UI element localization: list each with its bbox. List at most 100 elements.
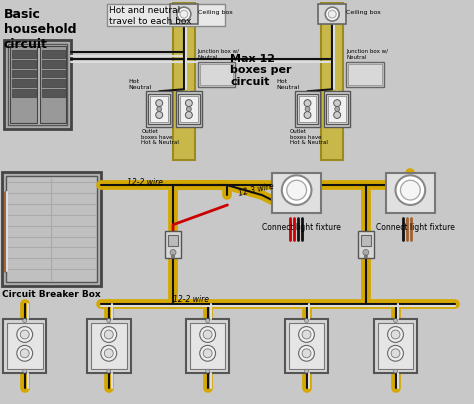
Circle shape — [156, 112, 163, 118]
Circle shape — [203, 349, 212, 358]
FancyBboxPatch shape — [42, 50, 65, 58]
Circle shape — [17, 345, 33, 361]
Text: Hot
Neutral: Hot Neutral — [277, 80, 300, 90]
FancyBboxPatch shape — [12, 69, 36, 78]
FancyBboxPatch shape — [374, 319, 417, 373]
Circle shape — [180, 10, 188, 18]
FancyBboxPatch shape — [91, 323, 127, 369]
Circle shape — [101, 345, 117, 361]
Circle shape — [304, 112, 311, 118]
Circle shape — [388, 345, 403, 361]
Circle shape — [395, 175, 425, 205]
FancyBboxPatch shape — [2, 173, 101, 286]
Circle shape — [388, 326, 403, 343]
FancyBboxPatch shape — [173, 2, 195, 160]
Circle shape — [156, 100, 163, 107]
Circle shape — [325, 7, 339, 21]
Text: Connect light fixture: Connect light fixture — [376, 223, 455, 232]
Text: Circuit Breaker Box: Circuit Breaker Box — [2, 290, 100, 299]
Circle shape — [391, 330, 400, 339]
FancyBboxPatch shape — [272, 173, 321, 213]
FancyBboxPatch shape — [170, 4, 198, 24]
Circle shape — [200, 326, 216, 343]
FancyBboxPatch shape — [146, 91, 172, 127]
FancyBboxPatch shape — [3, 319, 46, 373]
FancyBboxPatch shape — [178, 94, 200, 124]
FancyBboxPatch shape — [107, 4, 226, 26]
Circle shape — [157, 107, 162, 112]
Circle shape — [302, 330, 311, 339]
Text: Ceiling box: Ceiling box — [346, 10, 381, 15]
Circle shape — [299, 326, 314, 343]
FancyBboxPatch shape — [12, 50, 36, 58]
FancyBboxPatch shape — [42, 69, 65, 78]
Circle shape — [203, 330, 212, 339]
FancyBboxPatch shape — [176, 91, 202, 127]
Circle shape — [365, 255, 367, 258]
Text: Outlet
boxes have
Hot & Neutral: Outlet boxes have Hot & Neutral — [290, 129, 328, 145]
Circle shape — [101, 326, 117, 343]
FancyBboxPatch shape — [289, 323, 324, 369]
FancyBboxPatch shape — [361, 235, 371, 246]
FancyBboxPatch shape — [346, 61, 383, 87]
Circle shape — [302, 349, 311, 358]
Circle shape — [391, 349, 400, 358]
Circle shape — [23, 369, 27, 373]
FancyBboxPatch shape — [168, 235, 178, 246]
FancyBboxPatch shape — [328, 96, 346, 122]
Text: Outlet
boxes have
Hot & Neutral: Outlet boxes have Hot & Neutral — [141, 129, 179, 145]
Circle shape — [20, 330, 29, 339]
Circle shape — [328, 10, 336, 18]
Circle shape — [206, 319, 210, 323]
Text: Ceiling box: Ceiling box — [198, 10, 233, 15]
Circle shape — [299, 345, 314, 361]
FancyBboxPatch shape — [6, 176, 97, 282]
Circle shape — [335, 107, 340, 112]
Circle shape — [23, 319, 27, 323]
FancyBboxPatch shape — [348, 63, 382, 85]
Circle shape — [334, 112, 341, 118]
Text: 12-2 wire: 12-2 wire — [127, 178, 163, 187]
FancyBboxPatch shape — [299, 96, 317, 122]
Text: Junction box w/
Neutral: Junction box w/ Neutral — [198, 49, 240, 60]
FancyBboxPatch shape — [190, 323, 226, 369]
Circle shape — [363, 249, 369, 255]
Circle shape — [393, 319, 398, 323]
FancyBboxPatch shape — [8, 44, 67, 125]
FancyBboxPatch shape — [12, 60, 36, 67]
Text: Junction box w/
Neutral: Junction box w/ Neutral — [346, 49, 388, 60]
Circle shape — [170, 249, 176, 255]
Circle shape — [172, 255, 174, 258]
Circle shape — [305, 369, 309, 373]
Circle shape — [177, 7, 191, 21]
Circle shape — [304, 100, 311, 107]
Circle shape — [393, 369, 398, 373]
Text: Connect light fixture: Connect light fixture — [262, 223, 341, 232]
FancyBboxPatch shape — [7, 323, 43, 369]
FancyBboxPatch shape — [150, 96, 168, 122]
FancyBboxPatch shape — [42, 60, 65, 67]
FancyBboxPatch shape — [285, 319, 328, 373]
Circle shape — [206, 369, 210, 373]
Circle shape — [186, 107, 191, 112]
Circle shape — [305, 319, 309, 323]
FancyBboxPatch shape — [42, 80, 65, 87]
FancyBboxPatch shape — [386, 173, 435, 213]
Circle shape — [107, 369, 111, 373]
FancyBboxPatch shape — [297, 94, 319, 124]
FancyBboxPatch shape — [324, 91, 350, 127]
FancyBboxPatch shape — [378, 323, 413, 369]
FancyBboxPatch shape — [321, 2, 343, 160]
FancyBboxPatch shape — [12, 89, 36, 97]
FancyBboxPatch shape — [12, 80, 36, 87]
Circle shape — [185, 100, 192, 107]
FancyBboxPatch shape — [186, 319, 229, 373]
Circle shape — [107, 319, 111, 323]
FancyBboxPatch shape — [39, 46, 66, 123]
FancyBboxPatch shape — [87, 319, 130, 373]
Text: 12-3 wire: 12-3 wire — [237, 181, 274, 198]
Text: Hot and neutral
travel to each box: Hot and neutral travel to each box — [109, 6, 191, 25]
FancyBboxPatch shape — [4, 40, 71, 129]
Circle shape — [334, 100, 341, 107]
FancyBboxPatch shape — [295, 91, 320, 127]
